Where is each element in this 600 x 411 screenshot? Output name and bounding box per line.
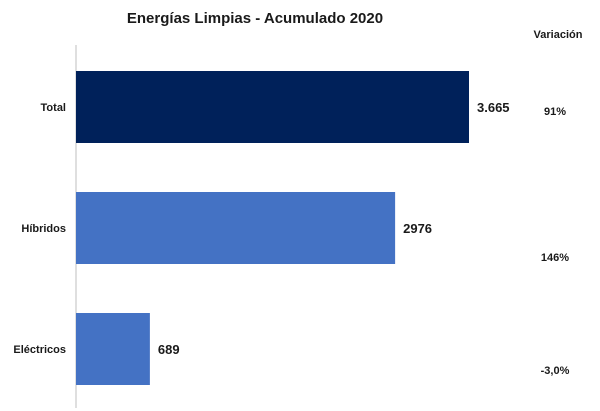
- variacion-value-0: 91%: [544, 106, 566, 118]
- variacion-value-2: -3,0%: [541, 365, 570, 377]
- data-label-1: 2976: [403, 221, 432, 236]
- bars-layer: Total 3.665 91% Híbridos 2976 146% Eléctricos 6…: [13, 71, 570, 385]
- data-label-0: 3.665: [477, 100, 510, 115]
- bar-2: [76, 313, 150, 385]
- chart-title: Energías Limpias - Acumulado 2020: [127, 10, 383, 27]
- category-label-0: Total: [41, 102, 66, 114]
- data-label-2: 689: [158, 342, 180, 357]
- bar-1: [76, 192, 396, 264]
- variacion-header: Variación: [534, 29, 583, 41]
- category-label-2: Eléctricos: [13, 344, 66, 356]
- variacion-value-1: 146%: [541, 252, 569, 264]
- category-label-1: Híbridos: [21, 223, 66, 235]
- bar-0: [76, 71, 469, 143]
